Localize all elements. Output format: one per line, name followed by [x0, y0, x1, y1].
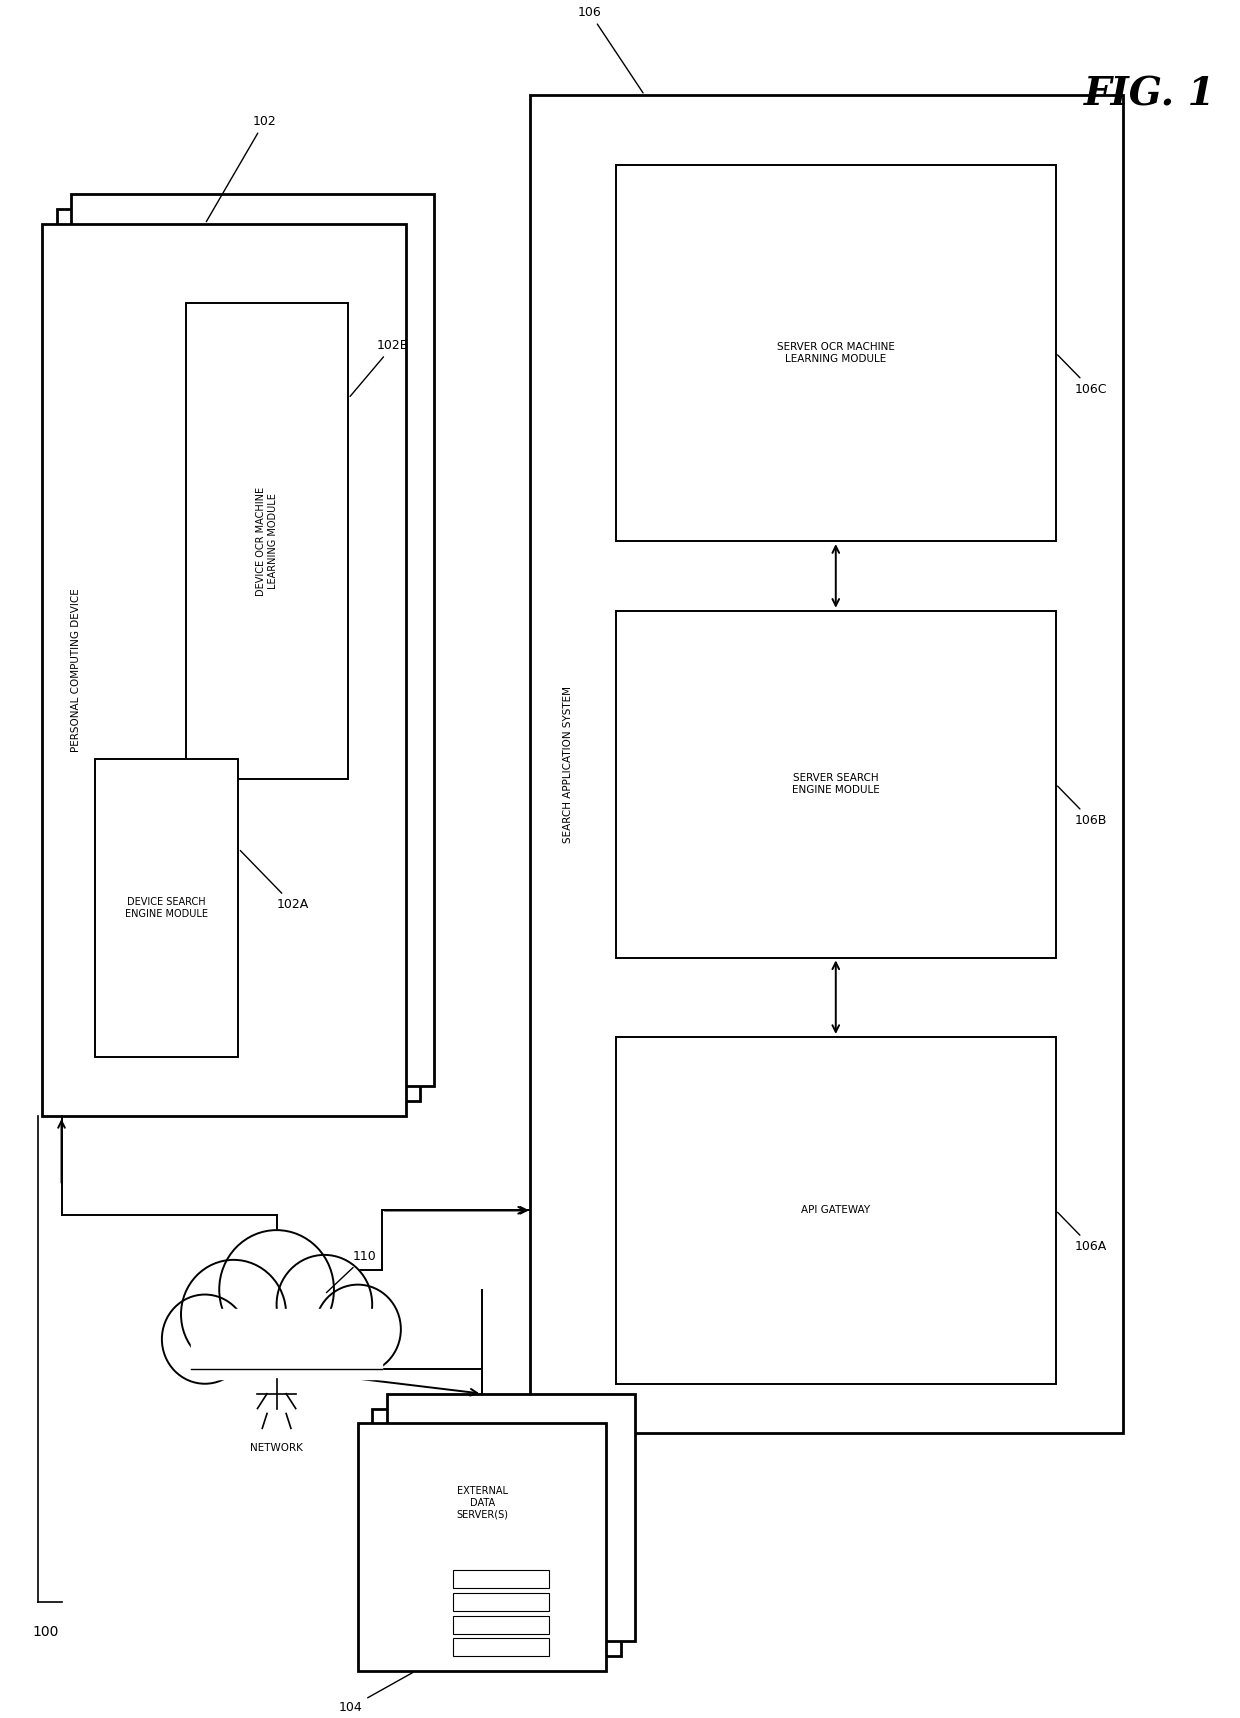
- Text: NETWORK: NETWORK: [250, 1443, 303, 1453]
- Text: SERVER OCR MACHINE
LEARNING MODULE: SERVER OCR MACHINE LEARNING MODULE: [776, 342, 895, 364]
- Bar: [358, 1424, 606, 1672]
- Text: 110: 110: [326, 1251, 377, 1292]
- Bar: [529, 94, 1122, 1433]
- Text: 106C: 106C: [1058, 356, 1107, 395]
- Text: FIG. 1: FIG. 1: [1084, 76, 1216, 113]
- Circle shape: [219, 1230, 334, 1349]
- Bar: [42, 223, 405, 1117]
- Text: 100: 100: [32, 1625, 60, 1639]
- Text: 102: 102: [206, 115, 277, 222]
- Circle shape: [277, 1254, 372, 1354]
- Text: EXTERNAL
DATA
SERVER(S): EXTERNAL DATA SERVER(S): [456, 1486, 508, 1519]
- Circle shape: [162, 1295, 248, 1383]
- Bar: [387, 1393, 635, 1641]
- Bar: [57, 210, 420, 1101]
- Text: SERVER SEARCH
ENGINE MODULE: SERVER SEARCH ENGINE MODULE: [792, 773, 879, 795]
- Text: DEVICE SEARCH
ENGINE MODULE: DEVICE SEARCH ENGINE MODULE: [125, 897, 208, 919]
- Bar: [616, 165, 1055, 541]
- Text: 106A: 106A: [1058, 1213, 1107, 1252]
- Bar: [454, 1593, 549, 1611]
- Bar: [95, 759, 238, 1057]
- Bar: [372, 1409, 621, 1656]
- Bar: [616, 1038, 1055, 1383]
- Bar: [186, 304, 348, 780]
- Circle shape: [315, 1285, 401, 1374]
- Text: 102A: 102A: [241, 850, 309, 911]
- Text: API GATEWAY: API GATEWAY: [801, 1206, 870, 1215]
- Bar: [454, 1639, 549, 1656]
- Bar: [454, 1615, 549, 1634]
- Bar: [191, 1309, 382, 1380]
- Text: 104: 104: [339, 1673, 413, 1715]
- Text: 102B: 102B: [350, 338, 409, 397]
- Text: DEVICE OCR MACHINE
LEARNING MODULE: DEVICE OCR MACHINE LEARNING MODULE: [257, 486, 278, 596]
- Bar: [616, 610, 1055, 957]
- Text: 106B: 106B: [1058, 787, 1107, 826]
- Text: PERSONAL COMPUTING DEVICE: PERSONAL COMPUTING DEVICE: [71, 588, 81, 752]
- Text: 106: 106: [578, 5, 644, 93]
- Text: SEARCH APPLICATION SYSTEM: SEARCH APPLICATION SYSTEM: [563, 685, 573, 844]
- Circle shape: [181, 1259, 286, 1369]
- Bar: [454, 1570, 549, 1587]
- Bar: [71, 194, 434, 1086]
